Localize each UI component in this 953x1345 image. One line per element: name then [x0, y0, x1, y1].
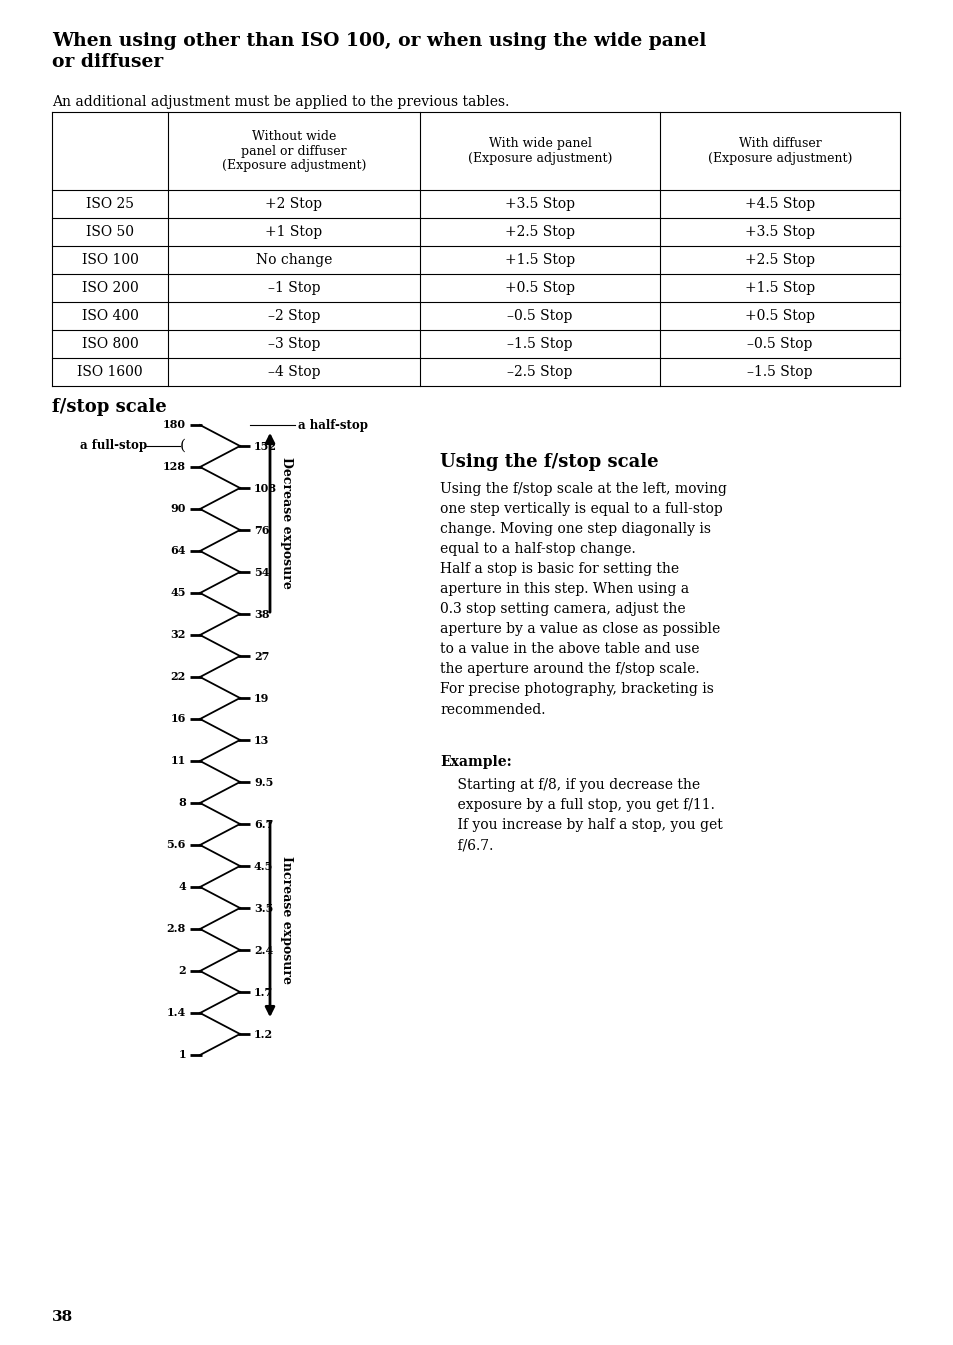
Text: –2 Stop: –2 Stop: [268, 309, 320, 323]
Text: 19: 19: [253, 693, 269, 703]
Text: 8: 8: [178, 798, 186, 808]
Text: ISO 100: ISO 100: [81, 253, 138, 268]
Text: 1.2: 1.2: [253, 1029, 273, 1040]
Text: 64: 64: [171, 546, 186, 557]
Text: 9.5: 9.5: [253, 776, 274, 788]
Text: 4: 4: [178, 881, 186, 893]
Text: –1.5 Stop: –1.5 Stop: [746, 364, 812, 379]
Text: a full-stop: a full-stop: [80, 440, 147, 452]
Text: 3.5: 3.5: [253, 902, 274, 913]
Text: +3.5 Stop: +3.5 Stop: [744, 225, 814, 239]
Text: 27: 27: [253, 651, 269, 662]
Text: +2 Stop: +2 Stop: [265, 196, 322, 211]
Text: –0.5 Stop: –0.5 Stop: [746, 338, 812, 351]
Text: An additional adjustment must be applied to the previous tables.: An additional adjustment must be applied…: [52, 95, 509, 109]
Text: a half-stop: a half-stop: [297, 418, 368, 432]
Text: 2: 2: [178, 966, 186, 976]
Text: –1 Stop: –1 Stop: [268, 281, 320, 295]
Text: 6.7: 6.7: [253, 819, 274, 830]
Text: Using the f/stop scale: Using the f/stop scale: [439, 453, 658, 471]
Text: +0.5 Stop: +0.5 Stop: [504, 281, 575, 295]
Text: +1 Stop: +1 Stop: [265, 225, 322, 239]
Text: –2.5 Stop: –2.5 Stop: [507, 364, 572, 379]
Text: Without wide
panel or diffuser
(Exposure adjustment): Without wide panel or diffuser (Exposure…: [222, 129, 366, 172]
Text: 90: 90: [171, 503, 186, 515]
Text: 13: 13: [253, 734, 269, 745]
Text: 45: 45: [171, 588, 186, 599]
Text: 4.5: 4.5: [253, 861, 274, 872]
Text: –0.5 Stop: –0.5 Stop: [507, 309, 572, 323]
Text: 1.7: 1.7: [253, 986, 273, 998]
Text: +2.5 Stop: +2.5 Stop: [744, 253, 814, 268]
Text: 2.4: 2.4: [253, 944, 273, 955]
Text: 22: 22: [171, 671, 186, 682]
Text: +4.5 Stop: +4.5 Stop: [744, 196, 814, 211]
Text: 16: 16: [171, 713, 186, 725]
Text: No change: No change: [255, 253, 332, 268]
Text: Decrease exposure: Decrease exposure: [280, 456, 293, 589]
Text: ISO 25: ISO 25: [86, 196, 133, 211]
Text: f/stop scale: f/stop scale: [52, 398, 167, 416]
Text: +0.5 Stop: +0.5 Stop: [744, 309, 814, 323]
Text: When using other than ISO 100, or when using the wide panel
or diffuser: When using other than ISO 100, or when u…: [52, 32, 705, 71]
Text: 1: 1: [178, 1049, 186, 1060]
Text: –1.5 Stop: –1.5 Stop: [507, 338, 572, 351]
Text: 38: 38: [253, 608, 269, 620]
Text: 11: 11: [171, 756, 186, 767]
Text: Example:: Example:: [439, 755, 511, 769]
Text: (: (: [180, 438, 186, 453]
Text: 152: 152: [253, 441, 276, 452]
Text: Increase exposure: Increase exposure: [280, 855, 293, 985]
Text: 54: 54: [253, 566, 269, 577]
Text: ISO 200: ISO 200: [82, 281, 138, 295]
Text: 5.6: 5.6: [167, 839, 186, 850]
Text: With wide panel
(Exposure adjustment): With wide panel (Exposure adjustment): [467, 137, 612, 165]
Text: –4 Stop: –4 Stop: [268, 364, 320, 379]
Text: Using the f/stop scale at the left, moving
one step vertically is equal to a ful: Using the f/stop scale at the left, movi…: [439, 482, 726, 717]
Text: +2.5 Stop: +2.5 Stop: [504, 225, 575, 239]
Text: –3 Stop: –3 Stop: [268, 338, 320, 351]
Text: 108: 108: [253, 483, 276, 494]
Text: 1.4: 1.4: [167, 1007, 186, 1018]
Text: 180: 180: [163, 420, 186, 430]
Text: ISO 400: ISO 400: [81, 309, 138, 323]
Text: ISO 50: ISO 50: [86, 225, 133, 239]
Text: 76: 76: [253, 525, 269, 535]
Text: +3.5 Stop: +3.5 Stop: [504, 196, 575, 211]
Text: Starting at f/8, if you decrease the
    exposure by a full stop, you get f/11.
: Starting at f/8, if you decrease the exp…: [439, 777, 722, 853]
Text: +1.5 Stop: +1.5 Stop: [504, 253, 575, 268]
Text: 38: 38: [52, 1310, 73, 1323]
Text: 2.8: 2.8: [167, 924, 186, 935]
Text: With diffuser
(Exposure adjustment): With diffuser (Exposure adjustment): [707, 137, 851, 165]
Text: 32: 32: [171, 629, 186, 640]
Text: ISO 1600: ISO 1600: [77, 364, 143, 379]
Text: ISO 800: ISO 800: [82, 338, 138, 351]
Text: 128: 128: [163, 461, 186, 472]
Text: +1.5 Stop: +1.5 Stop: [744, 281, 814, 295]
